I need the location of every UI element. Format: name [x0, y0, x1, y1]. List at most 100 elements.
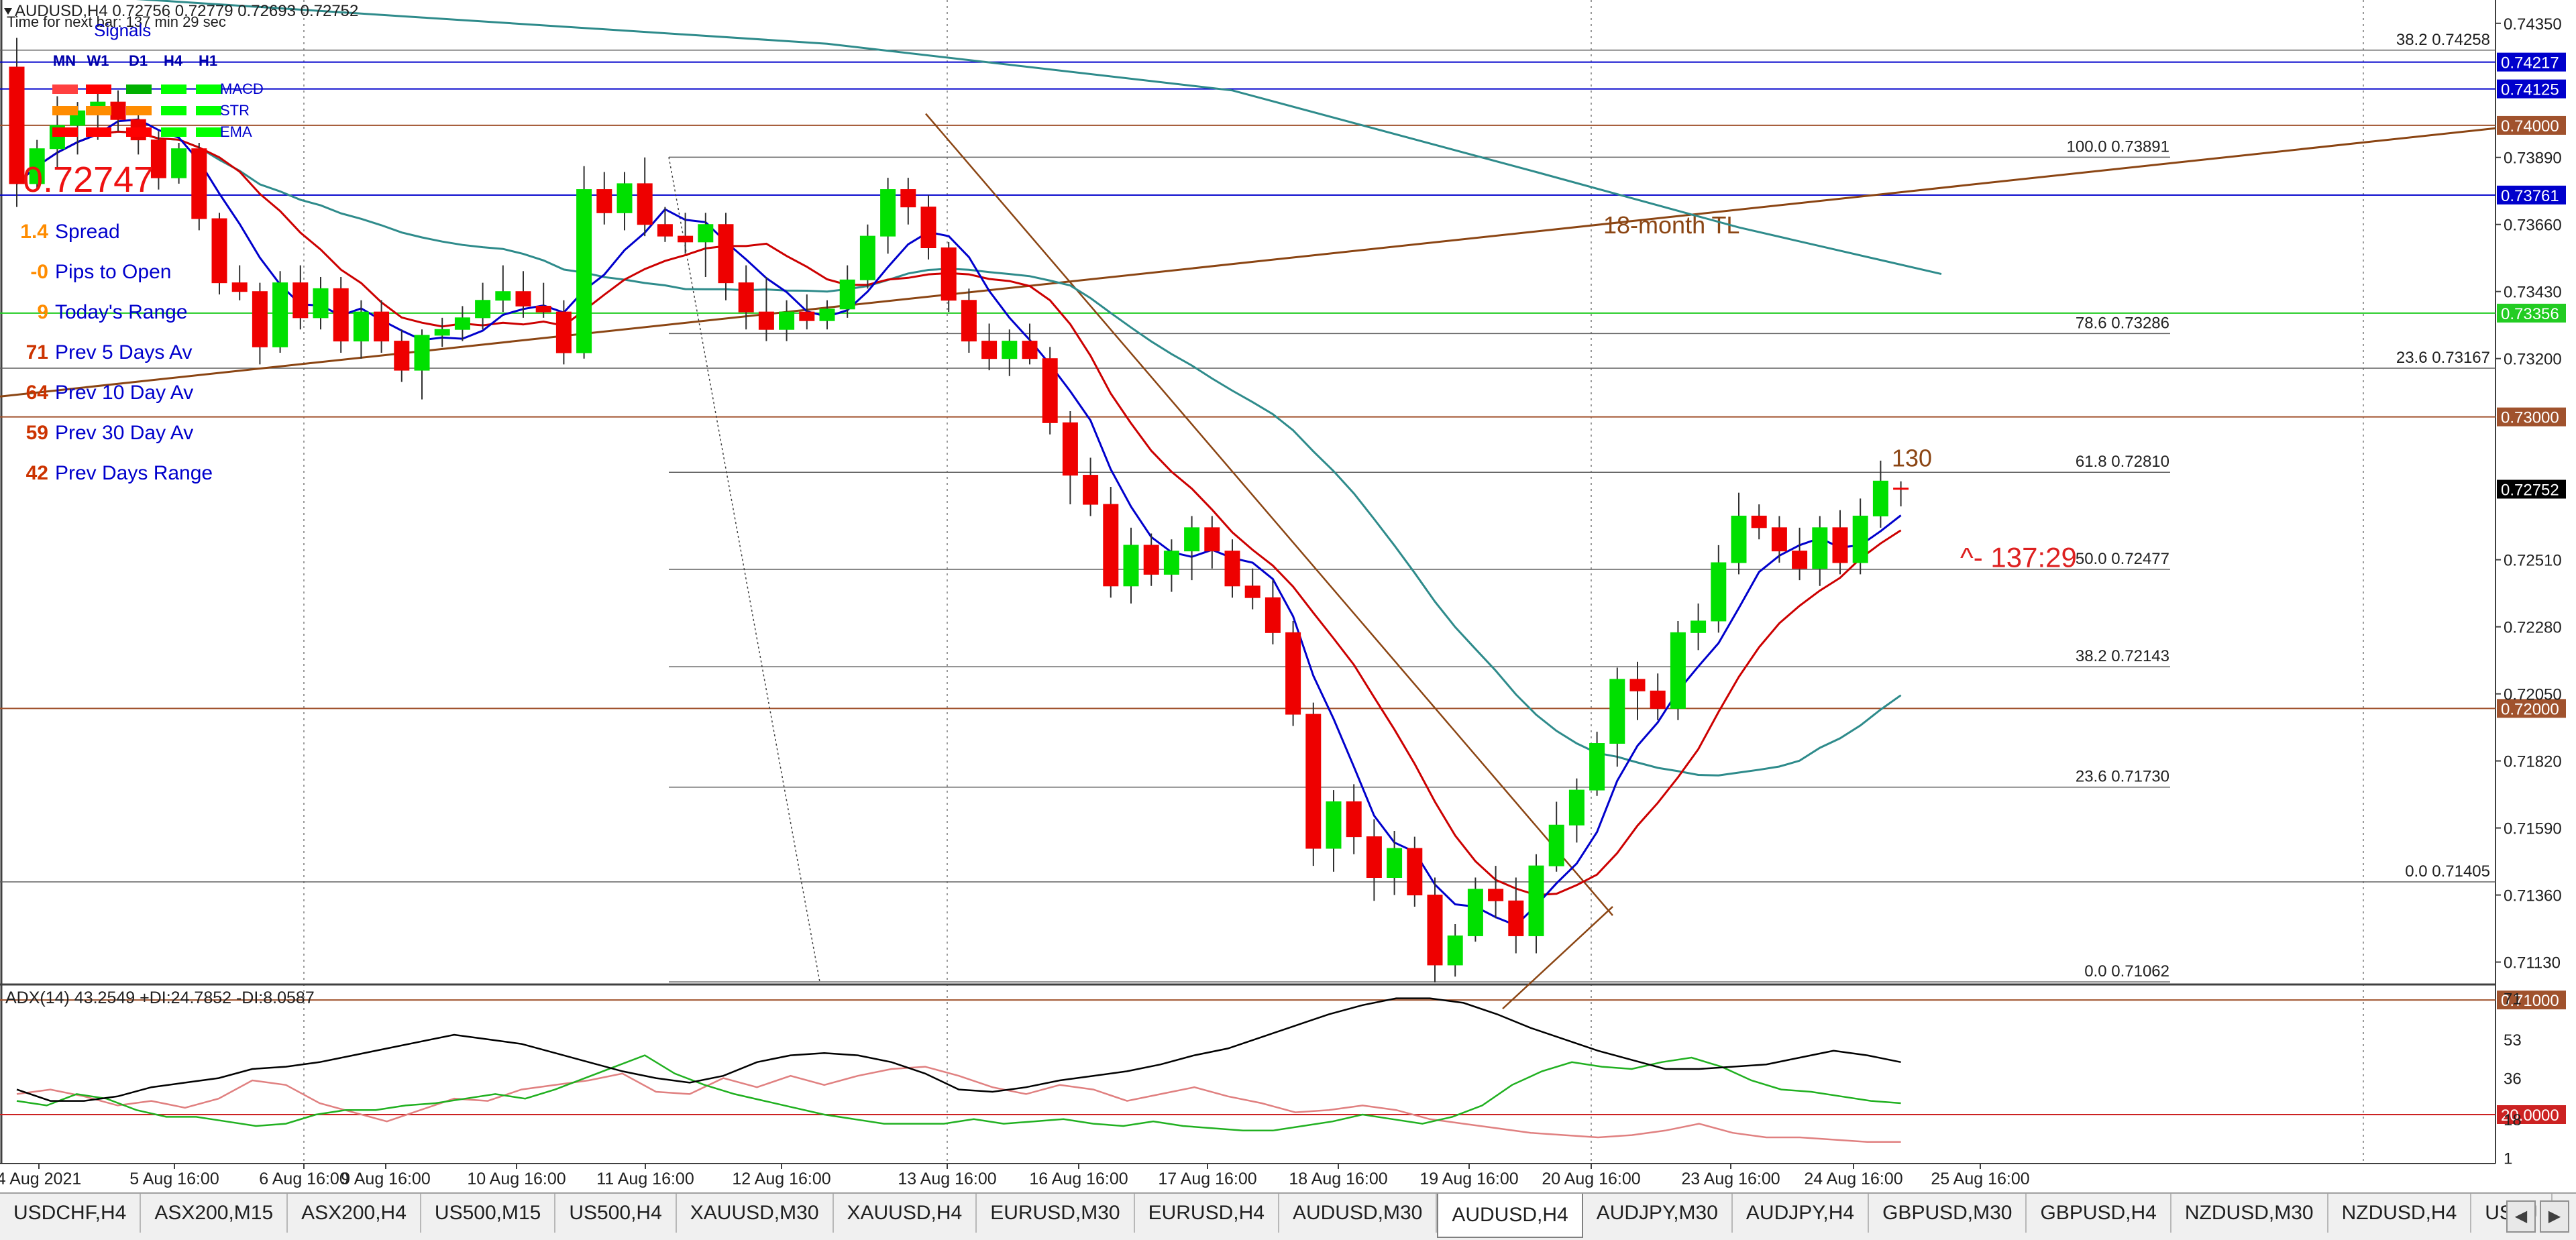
bullish-candle: [1447, 935, 1463, 966]
chart-tab[interactable]: EURUSD,M30: [977, 1194, 1135, 1233]
bearish-candle: [333, 288, 349, 342]
bearish-candle: [1771, 527, 1787, 552]
signal-indicator-cell: [196, 84, 221, 94]
chart-tab[interactable]: ASX200,H4: [288, 1194, 421, 1233]
bullish-candle: [272, 282, 288, 347]
adx-axis-label: 36: [2504, 1070, 2522, 1088]
next-bar-timer: Time for next bar: 137 min 29 sec: [7, 13, 226, 30]
chart-tab[interactable]: GBPUSD,M30: [1869, 1194, 2027, 1233]
fib-level-label: 100.0 0.73891: [2067, 137, 2169, 156]
level-price-tag-text: 0.74000: [2501, 117, 2559, 135]
signal-indicator-cell: [86, 84, 111, 94]
level-price-tag: [2497, 699, 2566, 718]
bullish-candle: [880, 189, 896, 237]
bearish-candle: [1022, 341, 1038, 359]
level-price-tag: [2497, 79, 2566, 99]
downtrend-line: [925, 113, 1613, 916]
chart-tab[interactable]: XAUUSD,H4: [834, 1194, 977, 1233]
fib-long-level-label: 0.0 0.71405: [2405, 862, 2490, 881]
price-axis-layer: 0.74350 0.73890 0.73660 0.73430 0.73200 0.725…: [2496, 15, 2566, 972]
signal-indicator-cell: [52, 106, 78, 115]
stat-label: Prev 10 Day Av: [55, 382, 193, 404]
level-price-tag: [2497, 303, 2566, 323]
bearish-candle: [1893, 488, 1909, 490]
trendline-annotation: 18-month TL: [1603, 211, 1739, 239]
bearish-candle: [900, 189, 916, 208]
chart-tab[interactable]: US500,H4: [555, 1194, 677, 1233]
chart-tab[interactable]: AUDJPY,H4: [1733, 1194, 1870, 1233]
time-axis-label: 18 Aug 16:00: [1289, 1170, 1387, 1188]
chart-tab[interactable]: US500,M15: [421, 1194, 556, 1233]
adx-minus-di-line: [16, 1066, 1901, 1143]
adx-axis-label: 1: [2504, 1150, 2512, 1168]
bullish-candle: [414, 335, 430, 371]
bearish-candle: [1103, 504, 1119, 587]
price-axis-label: 0.73430: [2504, 284, 2562, 302]
bullish-candle: [1548, 824, 1564, 866]
price-levels-layer: 0.74217 0.74125 0.74000 0.73761 0.73356 0.730…: [0, 52, 2566, 1010]
scroll-right-icon[interactable]: ▶: [2540, 1200, 2569, 1233]
bearish-candle: [515, 291, 531, 306]
bullish-candle: [29, 148, 45, 184]
bearish-candle: [394, 341, 410, 371]
current-price-tag-text: 0.72752: [2501, 481, 2559, 499]
bullish-candle: [698, 224, 714, 243]
bullish-candle: [434, 329, 450, 336]
time-axis-label: 12 Aug 16:00: [732, 1170, 830, 1188]
signal-indicator-cell: [126, 106, 152, 115]
level-price-tag-text: 0.71000: [2501, 992, 2559, 1010]
fib-long-level-label: 38.2 0.74258: [2396, 31, 2490, 49]
chart-tab[interactable]: NZDUSD,M30: [2171, 1194, 2328, 1233]
signal-timeframe-label: W1: [87, 52, 109, 69]
time-axis-label: 25 Aug 16:00: [1931, 1170, 2029, 1188]
bullish-candle: [1123, 545, 1139, 587]
price-axis-label: 0.72280: [2504, 619, 2562, 637]
stat-label: Today's Range: [55, 301, 188, 323]
level-price-tag-text: 0.74217: [2501, 54, 2559, 72]
scroll-left-icon[interactable]: ◀: [2506, 1200, 2536, 1233]
bullish-candle: [353, 311, 369, 342]
bearish-candle: [1427, 895, 1443, 966]
count-annotation: 130: [1892, 445, 1932, 472]
bullish-candle: [1163, 551, 1179, 575]
bearish-candle: [1062, 422, 1078, 476]
signal-indicator-cell: [161, 127, 186, 137]
bearish-candle: [1407, 848, 1423, 896]
chart-tab[interactable]: AUDUSD,H4: [1437, 1194, 1583, 1238]
signal-row-label: MACD: [220, 80, 264, 97]
bearish-candle: [1265, 597, 1281, 633]
bearish-candle: [1508, 900, 1524, 936]
chart-tab[interactable]: ASX200,M15: [141, 1194, 288, 1233]
chart-tab[interactable]: EURUSD,H4: [1135, 1194, 1279, 1233]
bullish-candle: [495, 291, 511, 301]
price-axis-label: 0.74350: [2504, 15, 2562, 34]
adx-level-tag: [2497, 1105, 2566, 1124]
chart-tab[interactable]: AUDUSD,M30: [1279, 1194, 1438, 1233]
bearish-candle: [150, 139, 166, 178]
price-axis-label: 0.73200: [2504, 351, 2562, 369]
level-price-tag: [2497, 52, 2566, 72]
signal-timeframe-label: H4: [164, 52, 183, 69]
bearish-candle: [535, 305, 551, 313]
time-axis-label: 11 Aug 16:00: [596, 1170, 694, 1188]
level-price-tag-text: 0.73356: [2501, 305, 2559, 323]
bearish-candle: [657, 224, 673, 237]
chart-tab[interactable]: NZDUSD,H4: [2328, 1194, 2472, 1233]
adx-plus-di-line: [16, 1054, 1901, 1132]
time-axis-label: 23 Aug 16:00: [1681, 1170, 1780, 1188]
bullish-candle: [1711, 562, 1727, 622]
chart-tab[interactable]: USDCHF,H4: [0, 1194, 142, 1233]
bullish-candle: [859, 235, 875, 280]
bearish-candle: [1346, 801, 1362, 838]
bearish-candle: [941, 247, 957, 301]
time-axis-label: 10 Aug 16:00: [467, 1170, 566, 1188]
chart-tab[interactable]: AUDJPY,M30: [1583, 1194, 1733, 1233]
chart-tab[interactable]: XAUUSD,M30: [677, 1194, 834, 1233]
bearish-candle: [1224, 551, 1240, 587]
chart-tab[interactable]: GBPUSD,H4: [2027, 1194, 2171, 1233]
symbol-quote-line: AUDUSD,H4 0.72756 0.72779 0.72693 0.7275…: [15, 2, 358, 20]
fib-level-label: 78.6 0.73286: [2076, 314, 2169, 332]
bearish-candle: [1305, 714, 1322, 849]
signals-title: Signals: [94, 20, 151, 40]
